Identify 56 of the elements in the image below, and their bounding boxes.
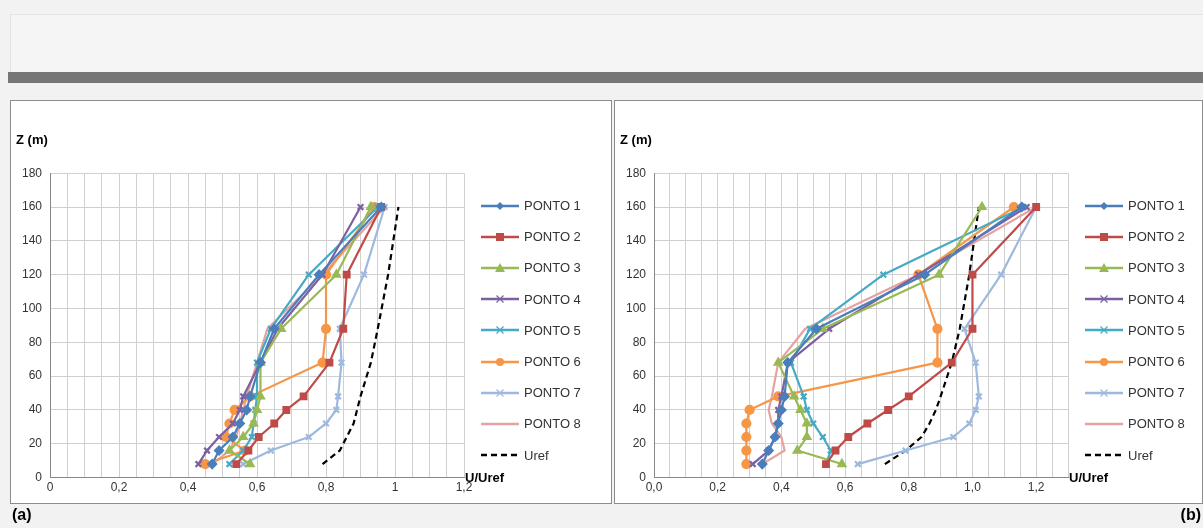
legend-label: PONTO 3 [524, 260, 581, 276]
legend-label: Uref [1128, 447, 1153, 463]
x-tick-label: 0,2 [709, 480, 727, 495]
y-tick-label: 40 [632, 402, 647, 417]
y-tick-label: 20 [28, 436, 43, 451]
legend-label: PONTO 2 [1128, 229, 1185, 245]
y-axis-title: Z (m) [16, 132, 48, 147]
legend-label: PONTO 4 [524, 291, 581, 307]
legend-label: PONTO 2 [524, 229, 581, 245]
x-tick-label: 1,2 [1027, 480, 1045, 495]
legend-label: PONTO 8 [524, 416, 581, 432]
legend-label: PONTO 6 [1128, 354, 1185, 370]
x-tick-label: 0,2 [110, 480, 128, 495]
y-tick-label: 60 [28, 368, 43, 383]
y-tick-label: 140 [21, 233, 43, 248]
legend-label: PONTO 4 [1128, 291, 1185, 307]
x-tick-label: 0,4 [179, 480, 197, 495]
text: (a) [12, 506, 32, 524]
x-tick-label: 0,6 [248, 480, 266, 495]
y-axis-title: Z (m) [620, 132, 652, 147]
y-tick-label: 60 [632, 368, 647, 383]
legend-label: PONTO 7 [1128, 385, 1185, 401]
x-tick-label: 0,4 [773, 480, 791, 495]
y-tick-label: 180 [21, 165, 43, 180]
legend-label: PONTO 1 [1128, 198, 1185, 214]
legend-label: PONTO 3 [1128, 260, 1185, 276]
x-tick-label: 0,6 [836, 480, 854, 495]
y-tick-label: 160 [21, 199, 43, 214]
y-tick-label: 80 [632, 334, 647, 349]
y-tick-label: 120 [21, 266, 43, 281]
x-tick-label: 0,8 [317, 480, 335, 495]
y-tick-label: 120 [625, 266, 647, 281]
legend-label: PONTO 8 [1128, 416, 1185, 432]
y-tick-label: 0 [639, 469, 647, 484]
legend-label: Uref [524, 447, 549, 463]
x-tick-label: 0 [46, 480, 54, 495]
x-tick-label: 0,0 [645, 480, 663, 495]
y-tick-label: 80 [28, 334, 43, 349]
legend-label: PONTO 5 [524, 322, 581, 338]
y-tick-label: 20 [632, 436, 647, 451]
legend-label: PONTO 5 [1128, 322, 1185, 338]
x-tick-label: 1,0 [964, 480, 982, 495]
y-tick-label: 0 [35, 469, 43, 484]
text: (b) [1180, 506, 1201, 524]
x-tick-label: 1 [391, 480, 399, 495]
y-tick-label: 140 [625, 233, 647, 248]
y-tick-label: 40 [28, 402, 43, 417]
y-tick-label: 160 [625, 199, 647, 214]
y-tick-label: 100 [21, 300, 43, 315]
x-axis-title: U/Uref [1069, 470, 1109, 485]
y-tick-label: 180 [625, 165, 647, 180]
legend-label: PONTO 7 [524, 385, 581, 401]
y-tick-label: 100 [625, 300, 647, 315]
x-tick-label: 0,8 [900, 480, 918, 495]
legend-label: PONTO 1 [524, 198, 581, 214]
legend-label: PONTO 6 [524, 354, 581, 370]
